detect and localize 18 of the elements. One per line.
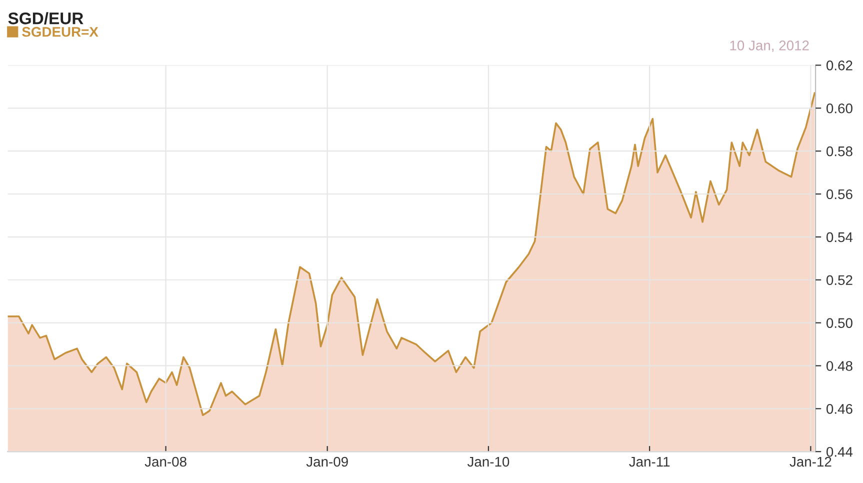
y-tick-label: 0.52 xyxy=(826,275,852,286)
chart-title: SGD/EUR xyxy=(8,12,84,24)
legend-label: SGDEUR=X xyxy=(22,26,98,37)
y-tick-label: 0.46 xyxy=(826,404,852,414)
y-tick-label: 0.44 xyxy=(826,446,853,457)
y-tick-label: 0.62 xyxy=(826,60,852,70)
x-tick-label: Jan-09 xyxy=(306,456,348,467)
x-tick-label: Jan-12 xyxy=(790,456,832,467)
y-tick-label: 0.58 xyxy=(826,146,852,156)
y-tick-label: 0.56 xyxy=(826,189,852,200)
x-tick-label: Jan-10 xyxy=(467,456,510,467)
y-tick-label: 0.60 xyxy=(826,103,852,114)
x-tick-label: Jan-08 xyxy=(144,456,186,467)
y-tick-label: 0.54 xyxy=(826,232,853,242)
y-tick-label: 0.50 xyxy=(826,318,852,328)
text: 10 Jan, 2012 xyxy=(730,40,809,52)
y-tick-label: 0.48 xyxy=(826,361,852,371)
x-tick-label: Jan-11 xyxy=(629,456,670,467)
